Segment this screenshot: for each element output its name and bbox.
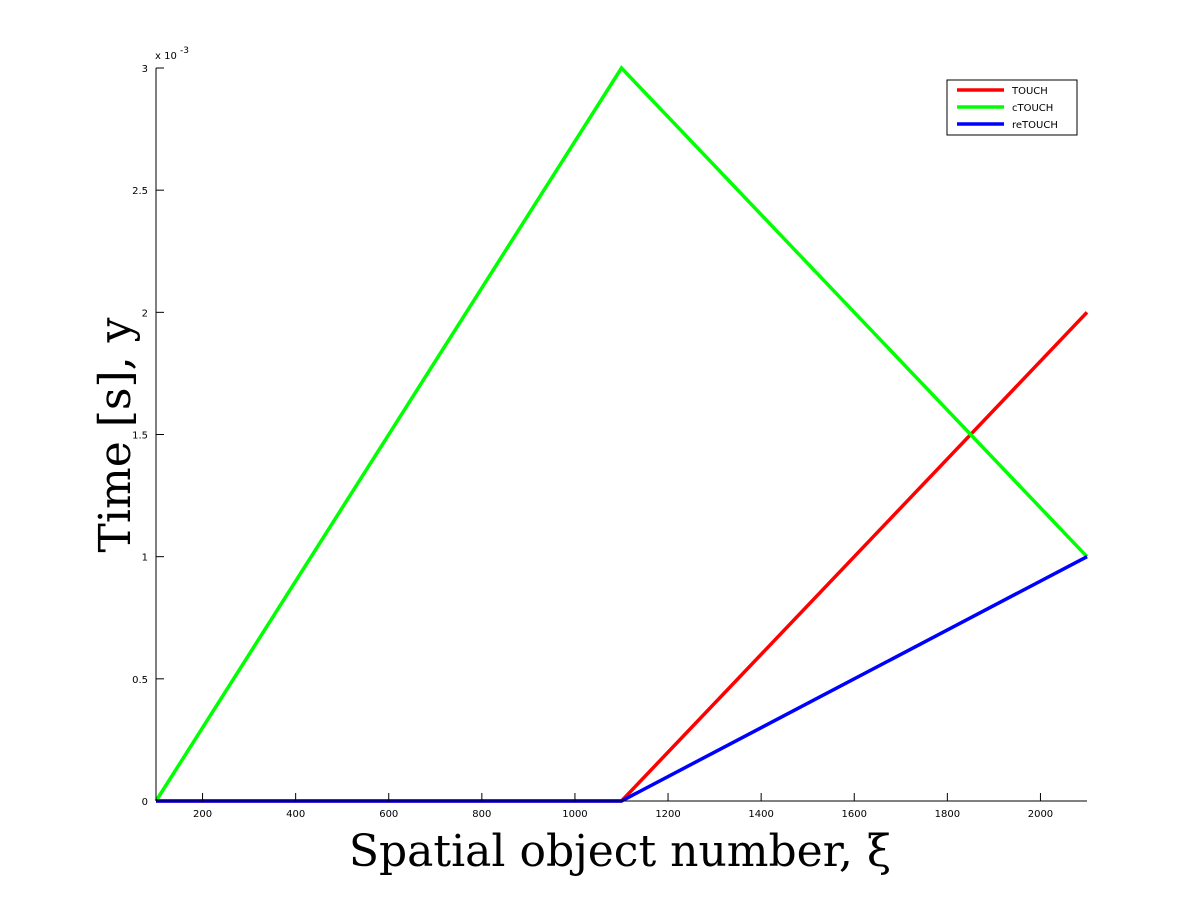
plot-background [156, 68, 1087, 801]
x-tick-label: 400 [286, 809, 305, 820]
x-axis-label: Spatial object number, ξ [349, 826, 891, 877]
x-tick-label: 1400 [748, 809, 773, 820]
y-tick-label: 1 [142, 553, 148, 564]
axes: 200 400 600 800 1000 1200 1400 1600 1800 2000 0 0.5… [132, 64, 1087, 820]
legend: TOUCH cTOUCH reTOUCH [946, 79, 1078, 136]
y-tick-label: 0 [142, 797, 148, 808]
legend-label-ctouch: cTOUCH [1012, 103, 1053, 114]
y-tick-label: 3 [142, 64, 148, 75]
x-tick-label: 1600 [842, 809, 867, 820]
y-tick-label: 2 [142, 308, 148, 319]
legend-label-touch: TOUCH [1011, 86, 1048, 97]
y-exponent-label: x 10 -3 [155, 46, 189, 62]
legend-label-retouch: reTOUCH [1012, 120, 1058, 131]
plot-area [154, 65, 1089, 803]
y-tick-label: 1.5 [132, 431, 148, 442]
y-axis-label: Time [s], y [90, 317, 141, 552]
y-tick-label: 2.5 [132, 186, 148, 197]
y-exponent-base: x 10 [155, 51, 177, 62]
y-tick-label: 0.5 [132, 675, 148, 686]
x-tick-label: 600 [379, 809, 398, 820]
x-tick-label: 2000 [1028, 809, 1053, 820]
x-tick-label: 200 [193, 809, 212, 820]
series-line-ctouch [154, 65, 1089, 802]
x-tick-label: 800 [472, 809, 491, 820]
y-exponent-power: -3 [180, 46, 189, 56]
x-tick-label: 1800 [935, 809, 960, 820]
x-tick-label: 1200 [655, 809, 680, 820]
x-tick-label: 1000 [562, 809, 587, 820]
